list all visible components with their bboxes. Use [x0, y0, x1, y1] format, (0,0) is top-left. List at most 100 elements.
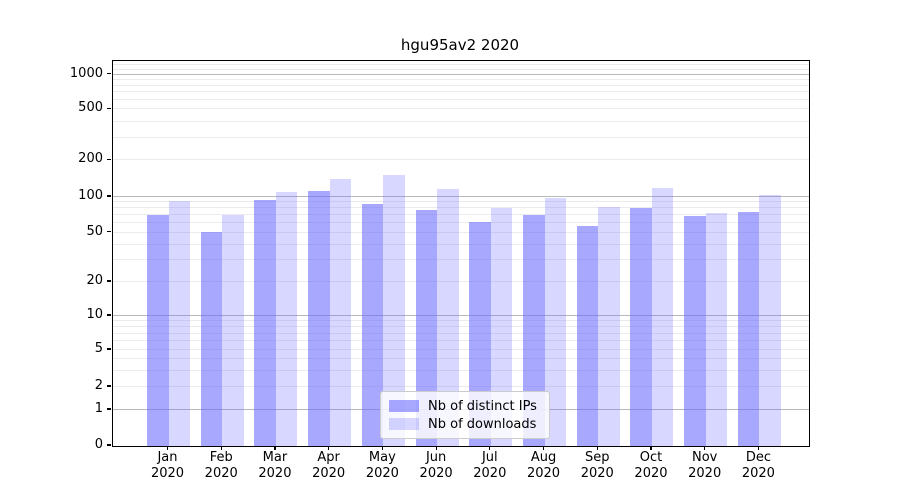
x-tick-label: Dec 2020 — [728, 450, 788, 482]
minor-gridline — [113, 320, 809, 322]
y-tick-mark — [107, 348, 111, 350]
bar-distinct-ips — [630, 208, 652, 446]
x-tick-mark — [542, 446, 545, 451]
minor-gridline — [113, 136, 809, 138]
legend-row-downloads: Nb of downloads — [389, 415, 541, 433]
minor-gridline — [113, 214, 809, 216]
x-tick-year: 2020 — [258, 466, 292, 481]
y-tick-mark — [107, 195, 111, 197]
y-tick-mark — [107, 314, 111, 316]
y-tick-mark — [107, 72, 111, 75]
bar-distinct-ips — [576, 225, 599, 446]
minor-gridline — [113, 231, 809, 233]
y-tick-label: 5 — [94, 341, 103, 356]
legend: Nb of distinct IPs Nb of downloads — [380, 391, 550, 439]
bar-downloads — [383, 174, 405, 446]
minor-gridline — [113, 207, 809, 209]
bar-distinct-ips — [308, 191, 330, 446]
legend-swatch-downloads — [389, 418, 419, 430]
y-tick-label: 1000 — [69, 65, 103, 81]
bar-downloads — [222, 214, 244, 446]
y-tick-label: 10 — [86, 307, 103, 322]
x-tick-mark — [220, 446, 222, 451]
minor-gridline — [113, 349, 809, 350]
y-tick-label: 1 — [94, 401, 103, 416]
x-tick-year: 2020 — [312, 466, 346, 481]
minor-gridline — [113, 99, 809, 101]
y-tick-mark — [107, 385, 111, 387]
legend-label-downloads: Nb of downloads — [428, 416, 537, 432]
minor-gridline — [113, 78, 809, 80]
minor-gridline — [113, 332, 809, 334]
x-tick-year: 2020 — [688, 466, 722, 481]
x-tick-label: Sep 2020 — [567, 450, 627, 482]
bar-distinct-ips — [254, 200, 276, 446]
x-tick-mark — [489, 446, 491, 451]
bar-distinct-ips — [415, 210, 438, 446]
y-tick-label: 100 — [78, 188, 103, 203]
bar-distinct-ips — [469, 222, 491, 446]
x-tick-label: Oct 2020 — [621, 450, 681, 482]
minor-gridline — [113, 120, 809, 122]
legend-row-ips: Nb of distinct IPs — [389, 397, 541, 415]
minor-gridline — [113, 222, 809, 224]
x-tick-year: 2020 — [365, 466, 399, 481]
minor-gridline — [113, 281, 809, 282]
x-tick-year: 2020 — [150, 466, 185, 481]
bar-downloads — [759, 195, 781, 446]
x-tick-label: Apr 2020 — [299, 450, 359, 482]
y-tick-mark — [107, 230, 111, 233]
x-tick-label: Feb 2020 — [191, 450, 251, 482]
x-tick-mark — [328, 446, 330, 451]
x-tick-label: Mar 2020 — [245, 450, 305, 482]
minor-gridline — [113, 358, 809, 360]
bar-downloads — [329, 179, 352, 446]
minor-gridline — [113, 84, 809, 86]
x-tick-mark — [166, 446, 169, 451]
x-tick-label: Aug 2020 — [514, 450, 574, 482]
x-tick-mark — [274, 446, 276, 451]
y-tick-label: 0 — [94, 437, 103, 452]
bar-distinct-ips — [200, 231, 223, 446]
x-tick-year: 2020 — [204, 466, 238, 481]
y-tick-mark — [107, 408, 111, 410]
bar-downloads — [490, 207, 513, 446]
x-tick-year: 2020 — [580, 466, 614, 481]
x-tick-mark — [704, 446, 706, 451]
x-tick-label: May 2020 — [352, 450, 412, 482]
major-gridline — [113, 73, 809, 75]
legend-swatch-ips — [389, 400, 419, 412]
x-tick-label: Jul 2020 — [460, 450, 520, 482]
y-tick-label: 500 — [78, 100, 103, 116]
x-tick-year: 2020 — [634, 466, 668, 481]
x-tick-mark — [381, 446, 383, 451]
x-tick-label: Nov 2020 — [675, 450, 735, 482]
legend-label-ips: Nb of distinct IPs — [428, 398, 537, 414]
minor-gridline — [113, 201, 809, 203]
minor-gridline — [113, 386, 809, 387]
x-tick-year: 2020 — [741, 466, 775, 481]
x-tick-label: Jan 2020 — [138, 450, 198, 482]
plot-area: Nb of distinct IPs Nb of downloads — [112, 60, 810, 447]
x-tick-mark — [435, 446, 437, 451]
major-gridline — [113, 196, 809, 197]
bar-distinct-ips — [523, 214, 545, 446]
y-tick-mark — [107, 444, 111, 446]
x-tick-year: 2020 — [419, 466, 453, 481]
x-tick-year: 2020 — [526, 466, 561, 481]
y-tick-label: 20 — [86, 273, 103, 288]
y-tick-mark — [107, 107, 111, 109]
minor-gridline — [113, 340, 809, 342]
bar-downloads — [651, 188, 674, 446]
bar-downloads — [275, 191, 298, 446]
y-tick-mark — [107, 280, 111, 282]
bar-distinct-ips — [684, 216, 706, 446]
y-tick-label: 2 — [94, 378, 103, 393]
minor-gridline — [113, 108, 809, 110]
minor-gridline — [113, 369, 809, 371]
bar-distinct-ips — [147, 215, 169, 446]
y-tick-mark — [107, 158, 111, 160]
chart-title: hgu95av2 2020 — [400, 36, 520, 54]
major-gridline — [113, 315, 809, 316]
